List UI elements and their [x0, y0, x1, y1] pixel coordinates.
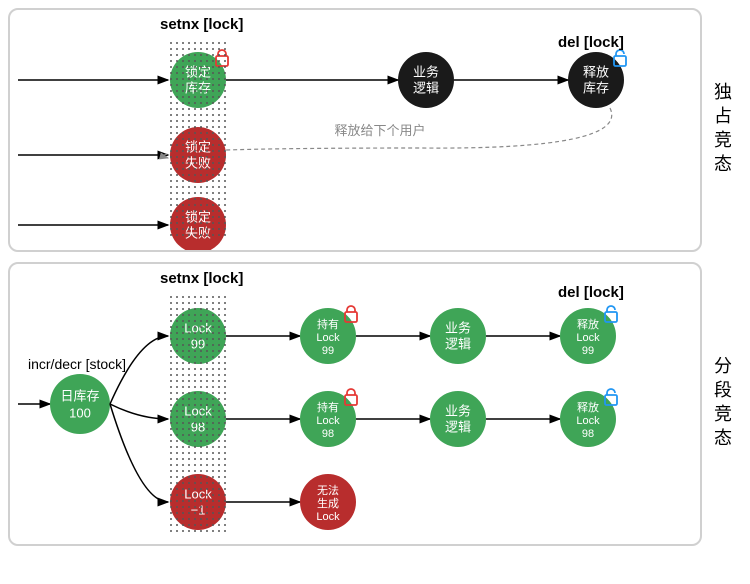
svg-text:Lock: Lock	[316, 415, 340, 427]
svg-text:无法: 无法	[317, 483, 339, 497]
release-next-text: 释放给下个用户	[334, 123, 425, 138]
svg-text:逻辑: 逻辑	[413, 80, 439, 95]
svg-text:持有: 持有	[317, 317, 339, 331]
panel-segmented: setnx [lock] del [lock] incr/decr [stock…	[8, 262, 702, 546]
svg-text:释放: 释放	[577, 400, 599, 414]
svg-text:Lock: Lock	[576, 332, 600, 344]
svg-text:业务: 业务	[413, 64, 439, 79]
svg-text:99: 99	[582, 345, 594, 357]
svg-text:Lock: Lock	[316, 511, 340, 523]
svg-text:生成: 生成	[317, 496, 339, 510]
label-del-bottom: del [lock]	[558, 284, 624, 301]
svg-text:释放: 释放	[583, 64, 609, 79]
dotted-zone-top	[168, 40, 228, 240]
label-incr-decr: incr/decr [stock]	[28, 356, 126, 372]
svg-text:98: 98	[582, 428, 594, 440]
node-day-stock	[50, 374, 110, 434]
svg-text:逻辑: 逻辑	[445, 336, 471, 351]
panel-exclusive: setnx [lock] del [lock] 释放给下个用户	[8, 8, 702, 252]
svg-text:100: 100	[69, 405, 91, 420]
svg-text:Lock: Lock	[316, 332, 340, 344]
svg-text:逻辑: 逻辑	[445, 419, 471, 434]
svg-text:业务: 业务	[445, 403, 471, 418]
svg-text:释放: 释放	[577, 317, 599, 331]
side-label-top: 独占竞态	[702, 8, 742, 252]
side-label-bottom: 分段竞态	[702, 262, 742, 546]
label-setnx-top: setnx [lock]	[160, 16, 243, 33]
svg-text:持有: 持有	[317, 400, 339, 414]
label-del-top: del [lock]	[558, 34, 624, 51]
svg-text:99: 99	[322, 345, 334, 357]
svg-text:业务: 业务	[445, 320, 471, 335]
diagram-bottom: 日库存 100 Lock 99 持有 Lock 99 业务 逻辑 释放 Lock…	[10, 264, 700, 544]
dotted-zone-bottom	[168, 294, 228, 534]
svg-text:日库存: 日库存	[60, 388, 99, 403]
svg-text:库存: 库存	[583, 80, 609, 95]
svg-text:Lock: Lock	[576, 415, 600, 427]
label-setnx-bottom: setnx [lock]	[160, 270, 243, 287]
svg-text:98: 98	[322, 428, 334, 440]
